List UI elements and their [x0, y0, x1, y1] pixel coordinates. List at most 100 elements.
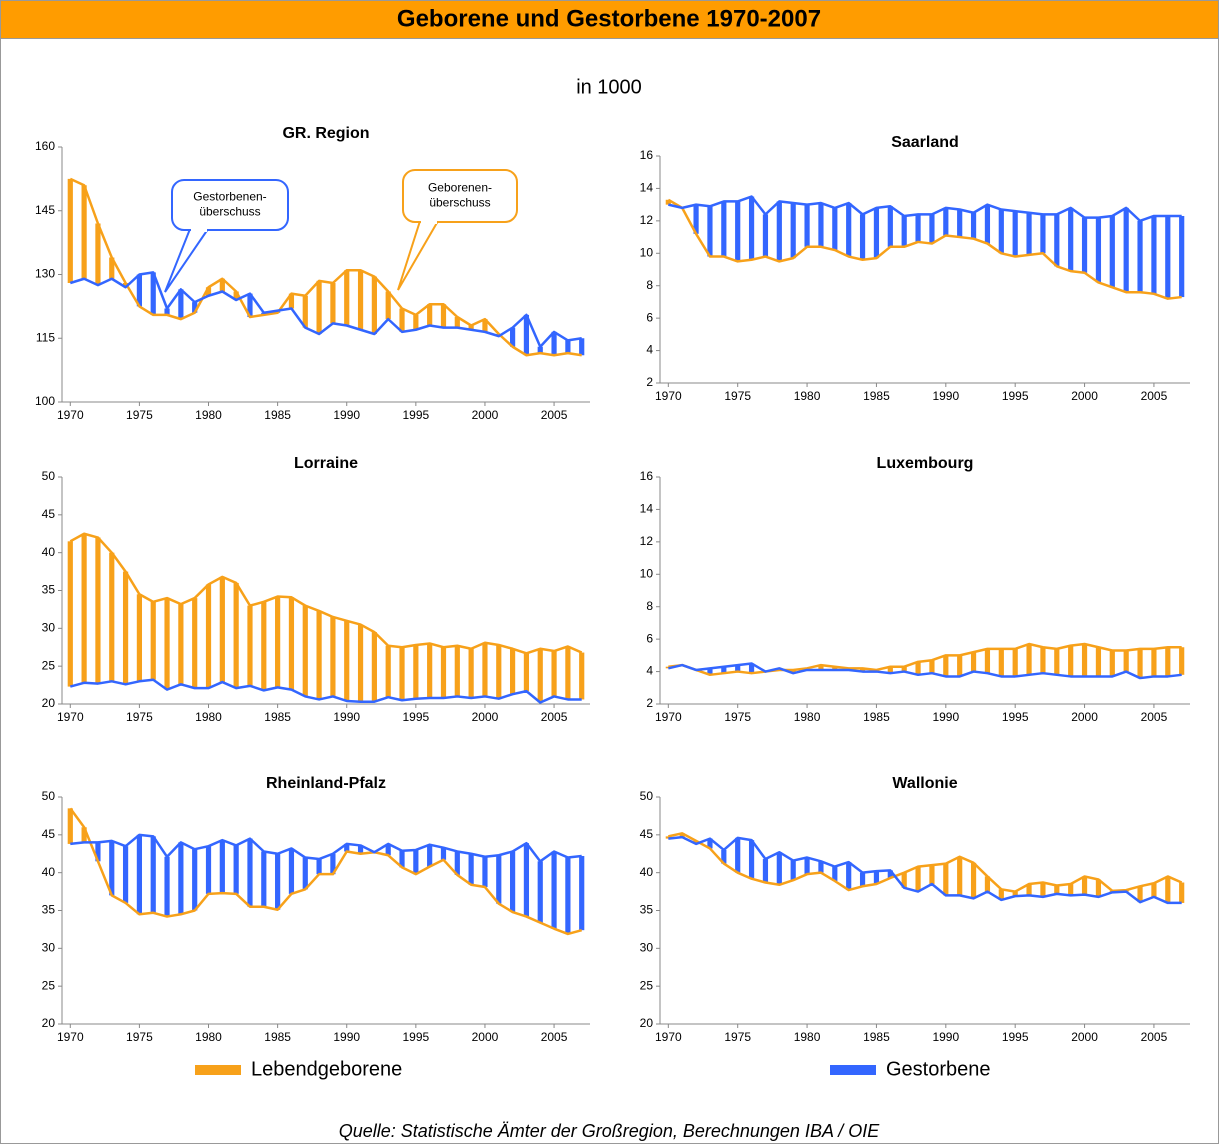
difference-bar [693, 204, 699, 234]
x-tick-label: 1970 [57, 1030, 84, 1044]
difference-bar [288, 293, 295, 309]
x-tick-label: 1995 [402, 1030, 429, 1044]
x-tick-label: 1980 [794, 1030, 821, 1044]
difference-bar [109, 840, 115, 896]
y-tick-label: 25 [640, 978, 654, 992]
difference-bar [943, 655, 949, 677]
difference-bar [735, 665, 741, 672]
difference-bar [915, 214, 921, 242]
x-tick-label: 1990 [333, 1030, 360, 1044]
y-tick-label: 14 [640, 502, 654, 516]
x-tick-label: 2000 [472, 710, 499, 724]
difference-bar [832, 866, 838, 881]
difference-bar [1151, 883, 1157, 897]
difference-bar [579, 652, 585, 700]
difference-bar [330, 283, 336, 324]
difference-bar [887, 206, 893, 247]
legend-label: Gestorbene [886, 1058, 991, 1080]
difference-bar [371, 632, 377, 702]
x-tick-label: 2000 [1071, 389, 1098, 403]
y-tick-label: 40 [42, 865, 56, 879]
series-line [70, 833, 582, 863]
y-tick-label: 25 [42, 658, 56, 672]
difference-bar [178, 842, 184, 915]
callout-text: überschuss [429, 196, 490, 210]
chart-title: Lorraine [294, 455, 358, 472]
difference-bar [707, 838, 713, 849]
y-tick-label: 30 [42, 621, 56, 635]
difference-bar [1081, 217, 1088, 273]
difference-bar [192, 849, 198, 911]
callout-text: überschuss [199, 205, 260, 219]
difference-bar [1040, 882, 1046, 897]
x-tick-label: 1970 [57, 710, 84, 724]
x-tick-label: 1980 [195, 408, 222, 422]
series-line [69, 532, 583, 655]
series-line [668, 642, 1182, 677]
difference-bar [357, 624, 364, 702]
difference-bar [81, 185, 87, 279]
difference-bar [523, 314, 530, 356]
x-tick-label: 1995 [402, 408, 429, 422]
difference-bar [454, 317, 460, 328]
title-bar [0, 0, 1219, 39]
difference-bar [344, 270, 350, 326]
difference-bar [1123, 207, 1129, 293]
difference-bar [385, 645, 391, 698]
difference-bar [943, 207, 949, 236]
x-tick-label: 1985 [863, 710, 890, 724]
difference-bar [1054, 885, 1060, 894]
difference-bar [565, 857, 571, 934]
difference-bar [496, 855, 502, 904]
x-tick-label: 2005 [1141, 710, 1168, 724]
difference-bar [818, 665, 824, 670]
difference-bar [735, 201, 741, 262]
x-tick-label: 1985 [863, 389, 890, 403]
difference-bar [1012, 891, 1018, 897]
x-tick-label: 1970 [655, 389, 682, 403]
difference-bar [122, 846, 129, 903]
y-tick-label: 2 [646, 375, 653, 389]
difference-bar [233, 845, 239, 894]
difference-bar [468, 853, 474, 885]
difference-bar [509, 327, 516, 347]
difference-bar [1068, 207, 1074, 272]
difference-bar [413, 849, 419, 875]
chart-title: Wallonie [892, 775, 957, 792]
difference-bar [957, 655, 963, 677]
x-tick-label: 1985 [264, 408, 291, 422]
difference-bar [275, 853, 281, 910]
difference-bar [915, 866, 921, 892]
difference-bar [1012, 648, 1018, 677]
y-tick-label: 35 [640, 903, 654, 917]
difference-bar [565, 340, 571, 354]
difference-bar [482, 319, 488, 332]
difference-bar [551, 651, 557, 697]
difference-bar [846, 203, 852, 257]
x-tick-label: 1995 [1002, 389, 1029, 403]
x-tick-label: 1975 [126, 1030, 153, 1044]
difference-bar [399, 850, 405, 868]
difference-bar [150, 272, 156, 315]
difference-bar [1054, 648, 1060, 675]
y-tick-label: 20 [42, 1016, 56, 1030]
difference-bar [970, 652, 977, 672]
difference-bar [95, 223, 101, 286]
x-tick-label: 1975 [724, 1030, 751, 1044]
difference-bar [735, 837, 741, 873]
difference-bar [1165, 876, 1171, 903]
difference-bar [178, 289, 184, 320]
difference-bar [818, 203, 824, 247]
x-tick-label: 2000 [1071, 1030, 1098, 1044]
difference-bar [95, 537, 101, 684]
y-tick-label: 35 [42, 583, 56, 597]
y-tick-label: 30 [42, 941, 56, 955]
y-tick-label: 14 [640, 181, 654, 195]
difference-bar [873, 871, 880, 885]
difference-bar [1179, 647, 1185, 675]
difference-bar [288, 848, 295, 894]
difference-bar [1151, 215, 1157, 294]
difference-bar [454, 851, 460, 875]
y-tick-label: 20 [42, 696, 56, 710]
